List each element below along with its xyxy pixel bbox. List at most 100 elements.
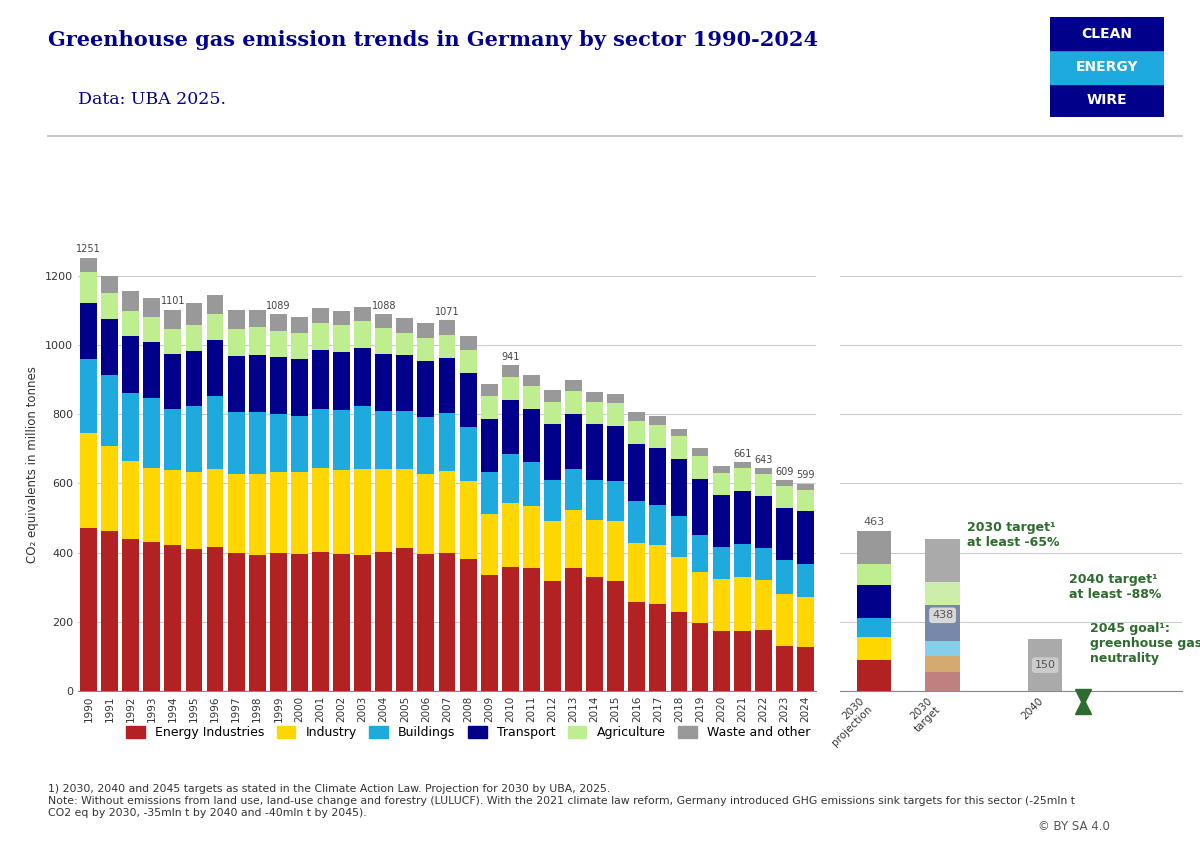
Bar — [396, 548, 413, 691]
Text: 643: 643 — [754, 455, 773, 465]
Text: CLEAN: CLEAN — [1081, 26, 1133, 41]
Bar — [354, 307, 371, 321]
Bar — [101, 445, 118, 532]
Bar — [438, 471, 456, 553]
Bar — [312, 308, 329, 323]
Bar — [713, 547, 730, 579]
Bar — [671, 557, 688, 612]
Bar — [438, 321, 456, 335]
Bar — [248, 474, 265, 555]
Bar — [418, 360, 434, 417]
Bar — [797, 511, 814, 564]
Bar — [418, 323, 434, 338]
Bar — [629, 602, 646, 691]
Bar — [396, 411, 413, 469]
Text: 1101: 1101 — [161, 296, 185, 306]
Bar — [607, 581, 624, 691]
Bar — [228, 411, 245, 474]
Bar — [629, 412, 646, 421]
Bar — [797, 597, 814, 647]
Bar — [186, 303, 203, 325]
Bar — [80, 303, 97, 359]
Bar — [755, 580, 772, 630]
Bar — [629, 444, 646, 500]
Bar — [164, 470, 181, 545]
Bar — [312, 468, 329, 552]
Bar — [122, 538, 139, 691]
Bar — [101, 532, 118, 691]
Text: WIRE: WIRE — [1087, 93, 1127, 108]
Bar — [290, 359, 308, 416]
Bar — [607, 482, 624, 521]
Bar — [460, 350, 476, 373]
Bar — [713, 579, 730, 631]
Text: 1089: 1089 — [266, 300, 290, 310]
Bar — [186, 325, 203, 351]
Bar — [857, 638, 892, 660]
Bar — [857, 585, 892, 618]
Bar — [481, 383, 498, 396]
Bar — [290, 472, 308, 554]
Bar — [629, 500, 646, 543]
Bar — [523, 462, 540, 506]
Bar — [776, 486, 793, 508]
Bar — [755, 548, 772, 580]
Bar — [713, 472, 730, 495]
Bar — [481, 396, 498, 419]
Text: 463: 463 — [864, 517, 884, 527]
Bar — [649, 416, 666, 425]
Text: 2030 target¹
at least -65%: 2030 target¹ at least -65% — [966, 522, 1060, 550]
Bar — [164, 354, 181, 409]
Text: 2045 goal¹:
greenhouse gas
neutrality: 2045 goal¹: greenhouse gas neutrality — [1090, 622, 1200, 665]
Bar — [270, 472, 287, 553]
Text: ENERGY: ENERGY — [1075, 60, 1139, 74]
Bar — [857, 564, 892, 585]
Text: Greenhouse gas emission trends in Germany by sector 1990-2024: Greenhouse gas emission trends in German… — [48, 30, 818, 50]
Bar — [523, 568, 540, 691]
Text: 941: 941 — [502, 352, 520, 362]
Bar — [565, 414, 582, 470]
Bar — [925, 641, 960, 656]
Bar — [797, 489, 814, 511]
Bar — [80, 272, 97, 303]
Bar — [122, 460, 139, 538]
Bar — [270, 314, 287, 331]
Bar — [122, 393, 139, 460]
Bar — [186, 472, 203, 550]
Bar — [80, 528, 97, 691]
Bar — [206, 340, 223, 396]
Bar — [776, 561, 793, 594]
Bar — [776, 646, 793, 691]
Bar — [671, 428, 688, 436]
Bar — [713, 466, 730, 472]
Bar — [438, 335, 456, 358]
Bar — [101, 375, 118, 445]
Bar — [143, 298, 161, 317]
Bar — [649, 448, 666, 505]
Bar — [290, 554, 308, 691]
Bar — [312, 410, 329, 468]
Bar — [481, 471, 498, 515]
Bar — [733, 577, 751, 631]
Bar — [80, 258, 97, 272]
Bar — [607, 521, 624, 581]
Bar — [248, 411, 265, 474]
Bar — [797, 564, 814, 597]
Bar — [586, 392, 604, 402]
Bar — [586, 577, 604, 691]
Bar — [334, 352, 350, 410]
Text: 609: 609 — [775, 466, 793, 477]
Bar — [164, 409, 181, 470]
Bar — [671, 459, 688, 516]
Bar — [101, 319, 118, 375]
Bar — [523, 409, 540, 462]
Bar — [206, 396, 223, 469]
Bar — [776, 594, 793, 646]
Bar — [396, 355, 413, 411]
Bar — [270, 331, 287, 357]
Bar — [671, 612, 688, 691]
Bar — [755, 496, 772, 548]
Bar — [586, 425, 604, 480]
Bar — [925, 582, 960, 605]
Bar — [206, 469, 223, 548]
